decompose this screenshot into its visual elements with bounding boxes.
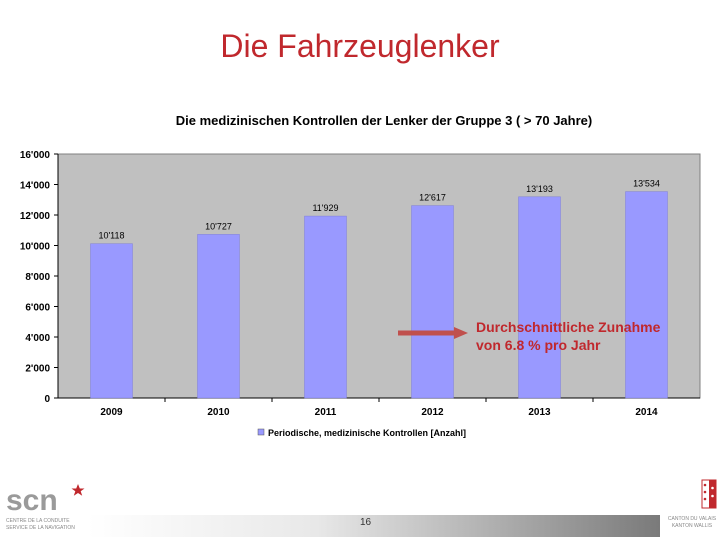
- x-tick-label: 2014: [635, 407, 658, 418]
- data-label: 10'727: [205, 221, 232, 231]
- data-label: 12'617: [419, 193, 446, 203]
- y-tick-label: 6'000: [25, 303, 50, 314]
- valais-logo-subtitle-2: KANTON WALLIS: [672, 523, 713, 529]
- chart-annotation: Durchschnittliche Zunahme von 6.8 % pro …: [476, 319, 661, 353]
- data-label: 13'534: [633, 179, 660, 189]
- annotation-arrow: [398, 327, 468, 339]
- plot-area: [57, 153, 701, 399]
- data-label: 10'118: [98, 231, 124, 241]
- y-tick-label: 16'000: [20, 150, 51, 161]
- x-tick-label: 2011: [315, 407, 337, 418]
- y-tick-label: 8'000: [25, 272, 50, 283]
- legend-swatch: [257, 428, 265, 436]
- y-tick-label: 14'000: [20, 181, 51, 192]
- page-number: 16: [360, 517, 372, 528]
- bar: [304, 215, 347, 399]
- footer-bar: [88, 515, 660, 537]
- scn-logo-subtitle-2: SERVICE DE LA NAVIGATION: [6, 525, 75, 531]
- legend-label: Periodische, medizinische Kontrollen [An…: [268, 428, 466, 438]
- bar: [625, 191, 668, 399]
- chart-title: Die medizinischen Kontrollen der Lenker …: [175, 113, 593, 128]
- arrow-head: [454, 327, 468, 339]
- valais-logo-subtitle-1: CANTON DU VALAIS: [668, 516, 717, 522]
- bar: [518, 196, 561, 399]
- data-label: 11'929: [312, 203, 338, 213]
- x-tick-label: 2010: [207, 407, 230, 418]
- y-tick-label: 0: [44, 394, 50, 405]
- y-tick-label: 12'000: [20, 211, 51, 222]
- star-icon: [71, 484, 85, 496]
- scn-logo-subtitle-1: CENTRE DE LA CONDUITE: [6, 518, 70, 524]
- bar: [90, 243, 133, 399]
- x-tick-label: 2013: [528, 407, 551, 418]
- valais-logo: CANTON DU VALAIS KANTON WALLIS: [668, 479, 717, 529]
- scn-logo-text: scn: [6, 484, 58, 517]
- bar: [197, 234, 240, 399]
- x-tick-label: 2012: [421, 407, 444, 418]
- scn-logo: scn CENTRE DE LA CONDUITE SERVICE DE LA …: [6, 484, 85, 531]
- bar: [411, 205, 454, 399]
- y-tick-label: 10'000: [20, 242, 51, 253]
- slide-title: Die Fahrzeuglenker: [220, 28, 500, 64]
- x-tick-label: 2009: [100, 407, 123, 418]
- data-label: 13'193: [526, 184, 553, 194]
- y-tick-label: 4'000: [25, 333, 50, 344]
- y-tick-label: 2'000: [25, 364, 50, 375]
